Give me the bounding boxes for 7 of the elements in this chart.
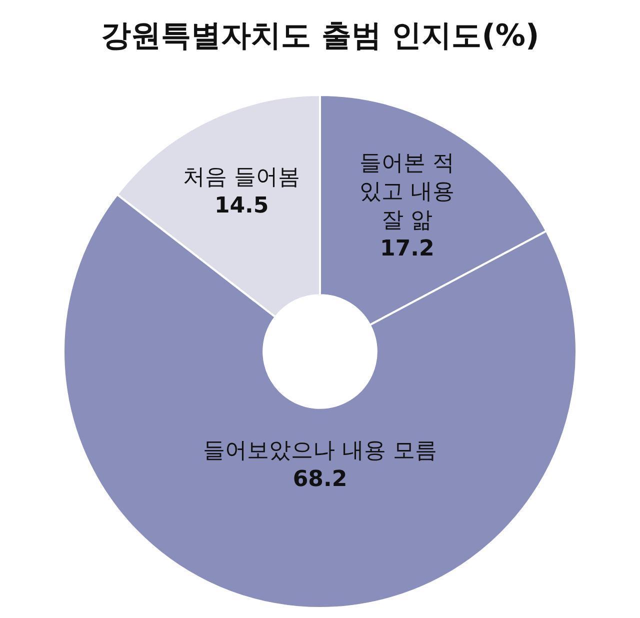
chart-title: 강원특별자치도 출범 인지도(%) [100,18,540,54]
slice-label: 들어본 적 있고 내용 잘 앎 [360,150,455,234]
data-label: 68.2 [292,467,348,492]
data-label: 17.2 [380,236,434,262]
data-label: 14.5 [214,193,269,218]
slice-label: 들어보았으나 내용 모름 [203,438,437,464]
slice-label: 처음 들어봄 [183,164,300,190]
